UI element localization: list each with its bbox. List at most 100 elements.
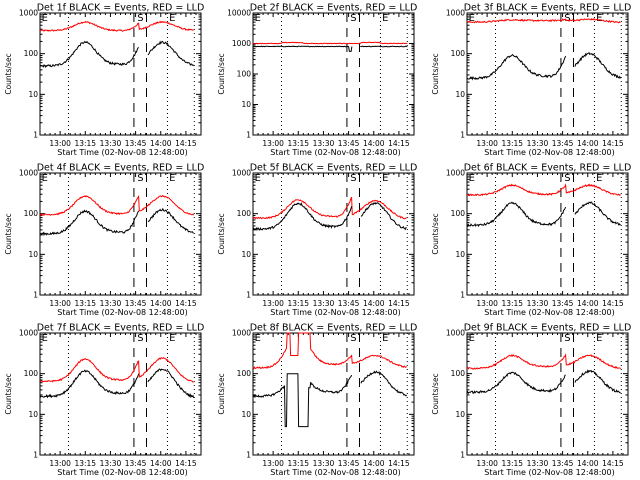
x-tick-label: 14:00	[577, 459, 599, 468]
x-tick-label: 14:00	[363, 459, 385, 468]
panel-5: Det 5f BLACK = Events, RED = LLD 1 10 100 10…	[217, 163, 417, 318]
panel-6: Det 6f BLACK = Events, RED = LLD 1 10 100 10…	[431, 163, 631, 318]
events-series-line	[252, 370, 408, 428]
y-axis-label: Counts/sec	[217, 373, 226, 414]
x-tick-label: 13:15	[74, 139, 96, 148]
x-axis-label: Start Time (02-Nov-08 12:48:00)	[270, 148, 400, 157]
x-tick-label: 13:30	[313, 139, 335, 148]
x-tick-label: 13:15	[287, 299, 309, 308]
event-marker-E: E	[382, 333, 388, 344]
event-marker-E: E	[596, 173, 602, 184]
event-marker-E: E	[382, 13, 388, 24]
plot-frame	[252, 12, 415, 136]
y-axis-label: Counts/sec	[431, 373, 440, 414]
y-tick-label: 10	[241, 100, 251, 109]
panel-8: Det 8f BLACK = Events, RED = LLD 1 10 100 10…	[217, 323, 417, 478]
event-marker-S: S	[350, 333, 356, 344]
event-marker-S: S	[137, 173, 143, 184]
y-tick-label: 100	[237, 209, 252, 218]
event-marker-S: S	[350, 173, 356, 184]
x-tick-label: 14:15	[388, 459, 410, 468]
x-tick-label: 13:30	[527, 299, 549, 308]
y-tick-label: 100	[451, 369, 466, 378]
panel-title: Det 8f BLACK = Events, RED = LLD	[250, 323, 418, 334]
x-tick-label: 14:00	[577, 299, 599, 308]
event-marker-E: E	[42, 333, 48, 344]
x-axis-label: Start Time (02-Nov-08 12:48:00)	[57, 308, 187, 317]
plot-frame	[39, 12, 202, 136]
y-tick-label: 1000	[232, 329, 251, 338]
event-marker-S: S	[137, 333, 143, 344]
x-tick-label: 13:00	[476, 299, 498, 308]
x-tick-label: 14:00	[150, 139, 172, 148]
x-tick-label: 13:00	[49, 299, 71, 308]
lld-series-line	[39, 20, 194, 32]
y-tick-label: 1	[33, 451, 38, 460]
x-tick-label: 13:15	[501, 299, 523, 308]
y-tick-label: 10000	[227, 9, 251, 18]
panel-3: Det 3f BLACK = Events, RED = LLD 1 10 100 10…	[431, 3, 631, 158]
x-tick-label: 13:45	[338, 459, 360, 468]
events-series-line	[466, 52, 622, 81]
x-tick-label: 14:15	[602, 459, 624, 468]
y-tick-label: 1	[33, 131, 38, 140]
panel-9: Det 9f BLACK = Events, RED = LLD 1 10 100 10…	[431, 323, 631, 478]
x-axis-label: Start Time (02-Nov-08 12:48:00)	[57, 148, 187, 157]
event-marker-E: E	[382, 173, 388, 184]
x-tick-label: 13:30	[313, 459, 335, 468]
y-tick-label: 100	[237, 70, 252, 79]
y-tick-label: 1000	[232, 169, 251, 178]
x-tick-label: 13:45	[338, 299, 360, 308]
y-tick-label: 100	[24, 369, 39, 378]
y-axis-label: Counts/sec	[4, 373, 13, 414]
x-axis-label: Start Time (02-Nov-08 12:48:00)	[270, 468, 400, 477]
x-tick-label: 13:30	[313, 299, 335, 308]
x-axis-label: Start Time (02-Nov-08 12:48:00)	[270, 308, 400, 317]
plot-frame	[252, 172, 415, 296]
event-marker-E: E	[469, 333, 475, 344]
x-tick-label: 13:00	[49, 459, 71, 468]
events-series-line	[252, 45, 408, 52]
y-tick-label: 10	[241, 250, 251, 259]
x-tick-label: 13:30	[527, 139, 549, 148]
y-tick-label: 10	[455, 410, 465, 419]
x-tick-label: 13:30	[100, 139, 122, 148]
y-tick-label: 1	[246, 291, 251, 300]
y-axis-label: Counts/sec	[4, 53, 13, 94]
x-tick-label: 14:15	[388, 299, 410, 308]
event-marker-S: S	[137, 13, 143, 24]
y-tick-label: 1	[246, 451, 251, 460]
x-tick-label: 13:45	[552, 459, 574, 468]
x-tick-label: 13:00	[476, 139, 498, 148]
panel-7: Det 7f BLACK = Events, RED = LLD 1 10 100 10…	[4, 323, 204, 478]
lld-series-line	[466, 353, 621, 370]
x-tick-label: 13:15	[287, 139, 309, 148]
y-tick-label: 1000	[19, 9, 38, 18]
y-tick-label: 10	[28, 90, 38, 99]
plot-frame	[252, 332, 415, 456]
y-axis-label: Counts/sec	[217, 213, 226, 254]
x-axis-label: Start Time (02-Nov-08 12:48:00)	[484, 308, 614, 317]
y-tick-label: 100	[451, 209, 466, 218]
x-tick-label: 14:15	[175, 139, 197, 148]
y-tick-label: 1000	[446, 9, 465, 18]
y-axis-label: Counts/sec	[431, 53, 440, 94]
y-tick-label: 10	[241, 410, 251, 419]
x-tick-label: 14:00	[363, 299, 385, 308]
plot-frame	[466, 172, 629, 296]
x-tick-label: 13:15	[74, 299, 96, 308]
event-marker-E: E	[469, 173, 475, 184]
y-tick-label: 1000	[446, 329, 465, 338]
x-axis-label: Start Time (02-Nov-08 12:48:00)	[57, 468, 187, 477]
y-tick-label: 10	[455, 90, 465, 99]
x-tick-label: 13:00	[262, 139, 284, 148]
x-tick-label: 13:00	[262, 299, 284, 308]
lld-series-line	[252, 41, 408, 45]
event-marker-E: E	[596, 13, 602, 24]
events-series-line	[39, 40, 194, 69]
x-tick-label: 13:45	[552, 299, 574, 308]
event-marker-E: E	[596, 333, 602, 344]
y-axis-label: Counts/sec	[431, 213, 440, 254]
x-tick-label: 13:45	[125, 299, 147, 308]
event-marker-E: E	[255, 173, 261, 184]
